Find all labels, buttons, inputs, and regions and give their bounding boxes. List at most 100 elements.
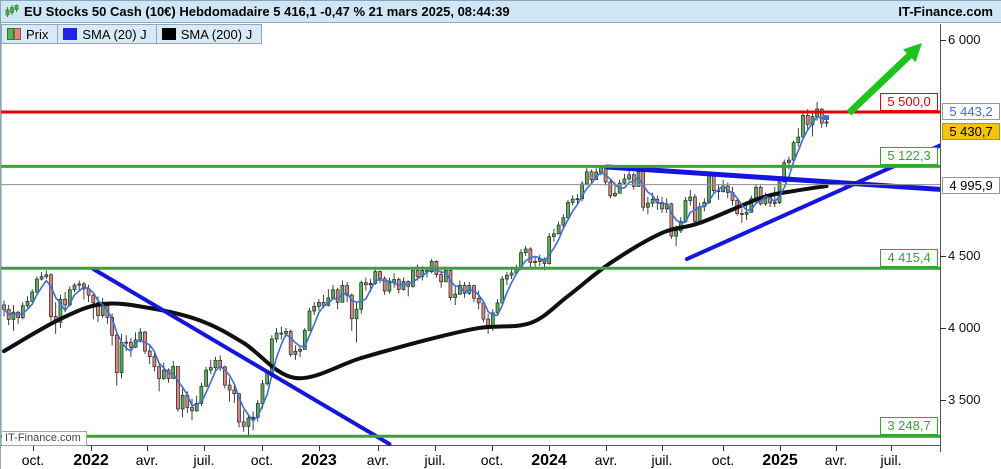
y-axis-line <box>940 24 941 452</box>
candle-up <box>688 196 693 201</box>
candle-up <box>561 217 566 226</box>
x-axis-tick <box>549 446 550 451</box>
legend-tab-sma200[interactable]: SMA (200) J <box>156 24 263 44</box>
x-axis-year-label: 2024 <box>531 452 567 469</box>
x-axis-tick <box>319 446 320 451</box>
candle-down <box>349 294 354 320</box>
candle-up <box>622 178 627 184</box>
x-axis-tick <box>891 446 892 451</box>
candle-down <box>364 282 368 286</box>
candle-down <box>223 366 227 386</box>
sma20-endpoint-marker <box>824 115 829 121</box>
y-axis-tick-label: 3 500 <box>948 392 981 408</box>
x-axis-tick <box>378 446 379 451</box>
candle-down <box>805 114 810 125</box>
candle-up <box>505 274 509 280</box>
price-swatch-down <box>14 28 21 40</box>
candle-down <box>237 393 241 423</box>
x-axis-tick <box>780 446 781 451</box>
candle-up <box>824 121 829 124</box>
candle-up <box>58 298 63 323</box>
chart-title: EU Stocks 50 Cash (10€) Hebdomadaire 5 4… <box>24 4 510 19</box>
candle-up <box>801 114 805 138</box>
candle-up <box>580 183 584 200</box>
candle-up <box>35 278 39 293</box>
x-axis-month-label: oct. <box>250 452 274 468</box>
candle-down <box>241 421 246 427</box>
x-axis-year-label: 2025 <box>762 452 798 469</box>
y-axis-tick <box>940 39 946 41</box>
legend-label-prix: Prix <box>26 26 49 42</box>
candle-up <box>584 171 589 185</box>
price-chart-canvas[interactable] <box>1 1 940 446</box>
candle-up <box>754 186 758 200</box>
candle-up <box>387 281 392 292</box>
candle-up <box>650 198 655 204</box>
candle-down <box>166 369 171 379</box>
candle-down <box>819 108 824 124</box>
x-axis-month-label: avr. <box>366 452 390 468</box>
candle-up <box>331 289 335 299</box>
x-axis-tick <box>606 446 607 451</box>
candle-down <box>63 298 67 306</box>
legend-label-sma20: SMA (20) J <box>82 26 147 42</box>
axis-value-box: 5 443,2 <box>942 103 1000 121</box>
candle-down <box>288 331 293 355</box>
x-axis-line <box>1 445 941 446</box>
candle-up <box>533 261 537 263</box>
y-axis-tick <box>940 256 946 258</box>
candle-up <box>744 211 749 215</box>
candle-up <box>302 329 307 350</box>
y-axis-tick-label: 4 000 <box>948 320 981 336</box>
candle-down <box>147 350 152 357</box>
axis-value-box: 5 430,7 <box>942 122 1000 140</box>
candle-down <box>378 271 382 280</box>
candle-up <box>161 369 166 379</box>
candle-up <box>697 206 702 222</box>
candle-down <box>227 384 232 391</box>
candle-up <box>30 291 35 302</box>
candle-down <box>345 285 349 296</box>
y-axis-tick-label: 4 500 <box>948 248 981 264</box>
y-axis-tick <box>940 400 946 402</box>
candle-down <box>711 174 716 191</box>
candle-down <box>129 341 133 348</box>
candle-up <box>495 302 500 314</box>
candle-down <box>152 356 157 368</box>
y-axis-tick <box>940 328 946 330</box>
candle-down <box>415 270 420 277</box>
x-axis-tick <box>435 446 436 451</box>
candle-up <box>627 174 631 180</box>
candle-up <box>72 284 77 291</box>
candle-up <box>11 311 16 320</box>
x-axis-tick <box>147 446 148 451</box>
candle-up <box>782 162 787 183</box>
candle-down <box>157 366 161 379</box>
candle-up <box>359 282 364 310</box>
candle-up <box>274 332 279 340</box>
price-swatch-icon <box>7 28 21 40</box>
legend-tab-prix[interactable]: Prix <box>1 24 59 44</box>
x-axis-month-label: juil. <box>880 452 902 468</box>
candle-down <box>382 278 387 292</box>
candle-up <box>251 416 255 419</box>
brand-link[interactable]: IT-Finance.com <box>898 4 993 19</box>
candle-up <box>570 198 575 203</box>
candle-up <box>368 283 373 286</box>
trendline <box>91 266 392 446</box>
candle-down <box>2 304 6 310</box>
candle-down <box>176 366 180 410</box>
candle-up <box>312 306 317 312</box>
legend-tab-sma20[interactable]: SMA (20) J <box>58 24 157 44</box>
chart-watermark: IT-Finance.com <box>2 431 87 446</box>
candle-up <box>411 270 415 287</box>
candle-down <box>439 274 443 283</box>
candle-down <box>589 171 594 180</box>
candle-up <box>429 261 434 273</box>
x-axis-month-label: avr. <box>135 452 159 468</box>
up-arrow-shaft <box>846 52 913 116</box>
legend-label-sma200: SMA (200) J <box>180 26 253 42</box>
x-axis-month-label: juil. <box>651 452 673 468</box>
candle-down <box>335 289 340 303</box>
